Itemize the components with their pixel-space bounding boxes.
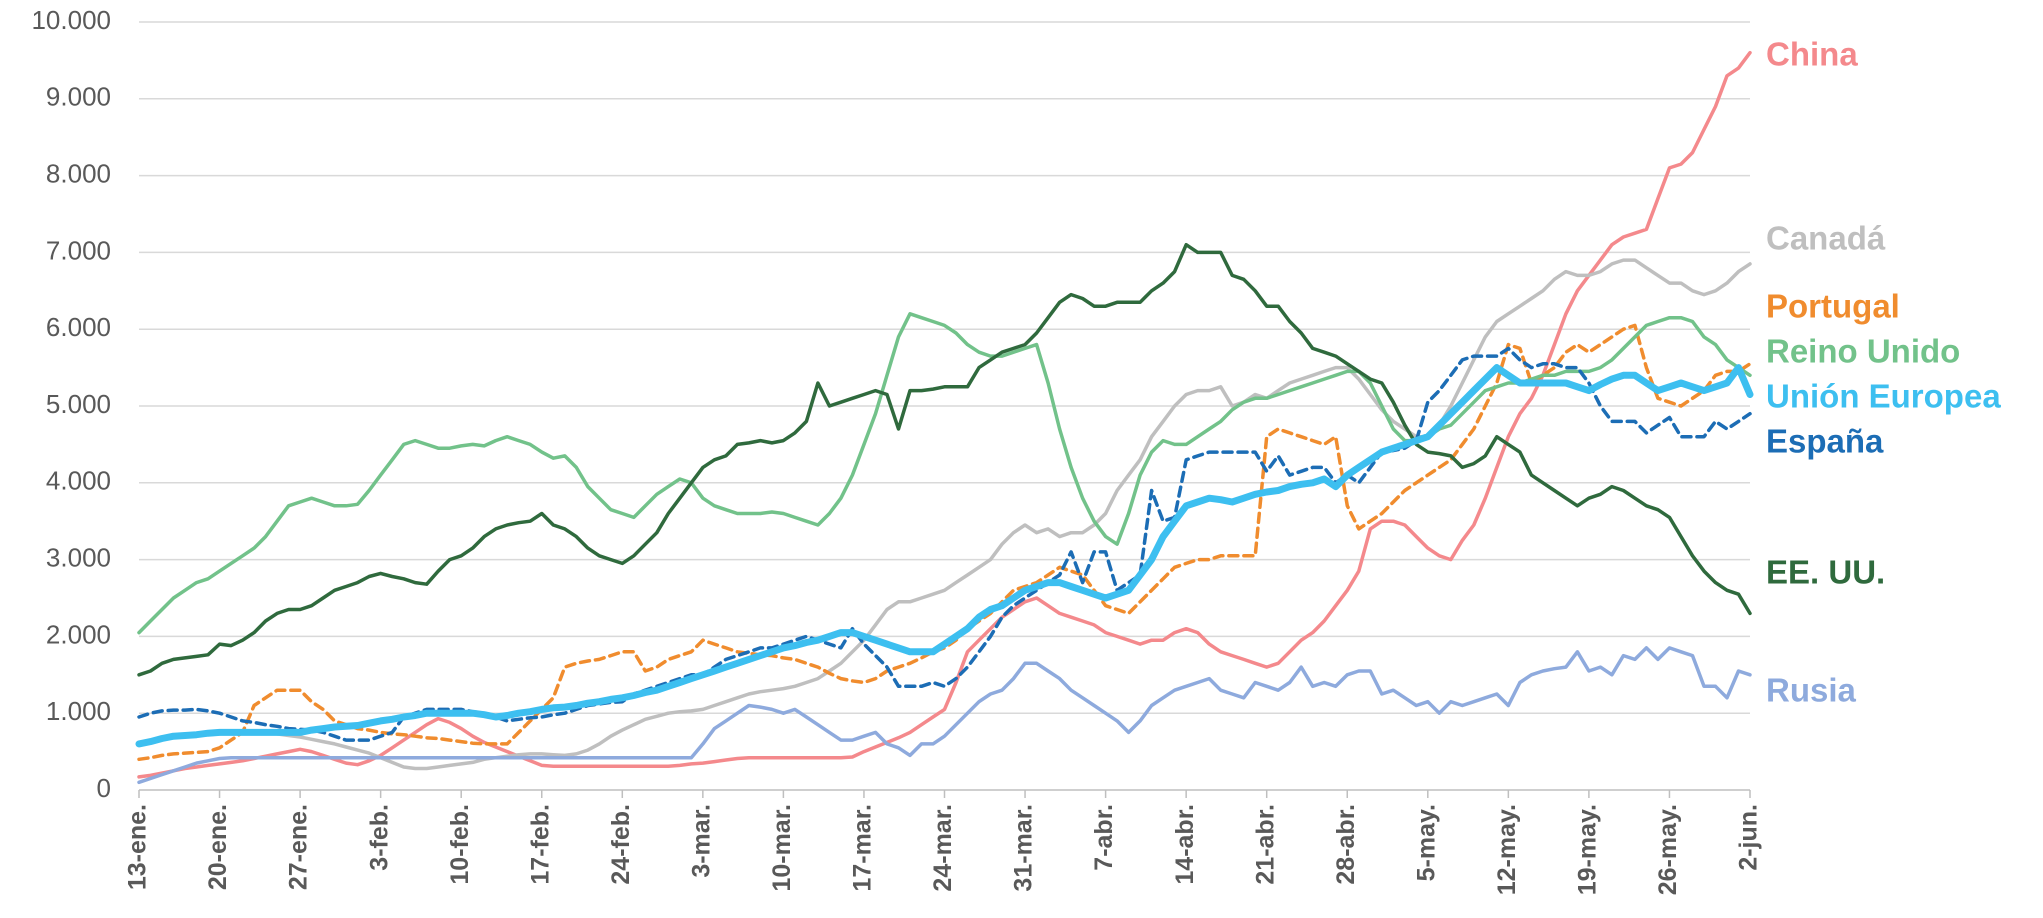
series-label: EE. UU. [1766, 554, 1885, 591]
x-tick-label: 17-feb. [526, 804, 554, 885]
x-tick-label: 27-ene. [285, 804, 313, 890]
x-tick-label: 13-ene. [124, 804, 152, 890]
y-tick-label: 7.000 [46, 235, 111, 265]
y-tick-label: 6.000 [46, 312, 111, 342]
x-tick-label: 21-abr. [1251, 804, 1279, 885]
x-tick-label: 2-jun. [1735, 804, 1763, 871]
series-line [137, 646, 1752, 785]
series-line [137, 346, 1752, 742]
x-tick-label: 24-feb. [607, 804, 635, 885]
x-tick-label: 3-mar. [687, 804, 715, 878]
y-tick-label: 3.000 [46, 542, 111, 572]
series-line [137, 50, 1752, 779]
y-tick-label: 0 [97, 773, 111, 803]
x-tick-label: 5-may. [1412, 804, 1440, 881]
series-line [137, 242, 1752, 677]
y-tick-label: 2.000 [46, 619, 111, 649]
series-label: Rusia [1766, 672, 1857, 709]
y-tick-label: 10.000 [31, 5, 111, 35]
x-tick-label: 12-may. [1493, 804, 1521, 895]
series-label: Canadá [1766, 220, 1886, 257]
x-tick-label: 10-mar. [768, 804, 796, 892]
x-tick-label: 7-abr. [1090, 804, 1118, 871]
x-tick-label: 14-abr. [1171, 804, 1199, 885]
series-label: China [1766, 36, 1858, 73]
series-label: Reino Unido [1766, 333, 1960, 370]
series-line [137, 323, 1752, 762]
y-tick-label: 9.000 [46, 82, 111, 112]
x-tick-label: 28-abr. [1332, 804, 1360, 885]
y-tick-label: 1.000 [46, 696, 111, 726]
x-tick-label: 24-mar. [929, 804, 957, 892]
y-tick-label: 4.000 [46, 466, 111, 496]
x-tick-label: 31-mar. [1010, 804, 1038, 892]
series-line [135, 364, 1754, 748]
series-label: España [1766, 423, 1884, 460]
series-label: Unión Europea [1766, 378, 2001, 415]
series-label: Portugal [1766, 288, 1900, 325]
x-tick-label: 26-may. [1654, 804, 1682, 895]
y-tick-label: 5.000 [46, 389, 111, 419]
x-tick-label: 19-may. [1574, 804, 1602, 895]
series-line [137, 258, 1752, 771]
series-line [137, 312, 1752, 635]
x-tick-label: 20-ene. [204, 804, 232, 890]
x-tick-label: 3-feb. [365, 804, 393, 871]
x-tick-label: 17-mar. [849, 804, 877, 892]
x-tick-label: 10-feb. [446, 804, 474, 885]
y-tick-label: 8.000 [46, 158, 111, 188]
